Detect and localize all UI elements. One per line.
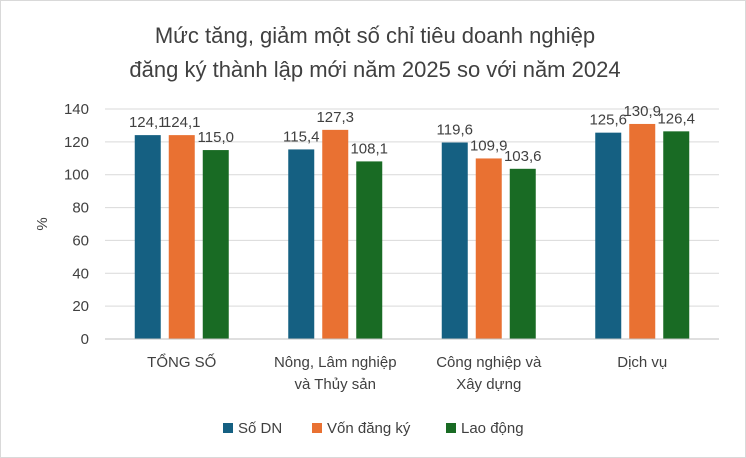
data-label: 115,0 — [198, 129, 234, 146]
bar — [509, 168, 536, 339]
chart-title-line: đăng ký thành lập mới năm 2025 so với nă… — [129, 57, 620, 82]
y-tick-label: 0 — [81, 331, 89, 348]
data-label: 103,6 — [504, 148, 542, 165]
legend-swatch — [312, 423, 322, 433]
data-label: 119,6 — [437, 122, 473, 139]
y-tick-label: 100 — [64, 167, 89, 184]
category-label: Nông, Lâm nghiệp — [274, 354, 397, 371]
bar — [356, 161, 383, 339]
category-label: TỔNG SỐ — [147, 353, 216, 371]
chart-title-line: Mức tăng, giảm một số chỉ tiêu doanh ngh… — [155, 23, 595, 48]
bar — [629, 123, 656, 339]
category-label: và Thủy sản — [295, 376, 376, 393]
legend-label: Lao động — [461, 420, 524, 437]
y-tick-label: 40 — [72, 265, 89, 282]
data-label: 115,4 — [283, 128, 319, 145]
data-label: 108,1 — [350, 140, 388, 157]
bar — [441, 142, 468, 339]
data-label: 127,3 — [316, 109, 354, 126]
data-label: 124,1 — [163, 114, 201, 131]
data-label: 109,9 — [470, 137, 508, 154]
y-axis-label: % — [34, 217, 51, 230]
y-tick-label: 20 — [72, 298, 89, 315]
bar — [322, 129, 349, 339]
legend-swatch — [446, 423, 456, 433]
data-label: 125,6 — [589, 112, 627, 129]
bar — [663, 131, 690, 339]
legend-label: Số DN — [238, 420, 282, 437]
bar — [168, 135, 195, 339]
legend-swatch — [223, 423, 233, 433]
category-label: Công nghiệp và — [436, 354, 542, 371]
bar — [202, 150, 229, 339]
category-label: Xây dựng — [456, 376, 521, 393]
data-label: 124,1 — [129, 114, 167, 131]
bar — [134, 135, 161, 339]
y-tick-label: 120 — [64, 134, 89, 151]
bar — [288, 149, 315, 339]
data-label: 130,9 — [623, 103, 661, 120]
y-tick-label: 60 — [72, 232, 89, 249]
y-tick-label: 80 — [72, 200, 89, 217]
y-tick-label: 140 — [64, 101, 89, 118]
bar — [595, 132, 622, 339]
legend-label: Vốn đăng ký — [327, 420, 411, 437]
category-label: Dịch vụ — [617, 354, 667, 371]
bar — [475, 158, 502, 339]
data-label: 126,4 — [657, 110, 695, 127]
